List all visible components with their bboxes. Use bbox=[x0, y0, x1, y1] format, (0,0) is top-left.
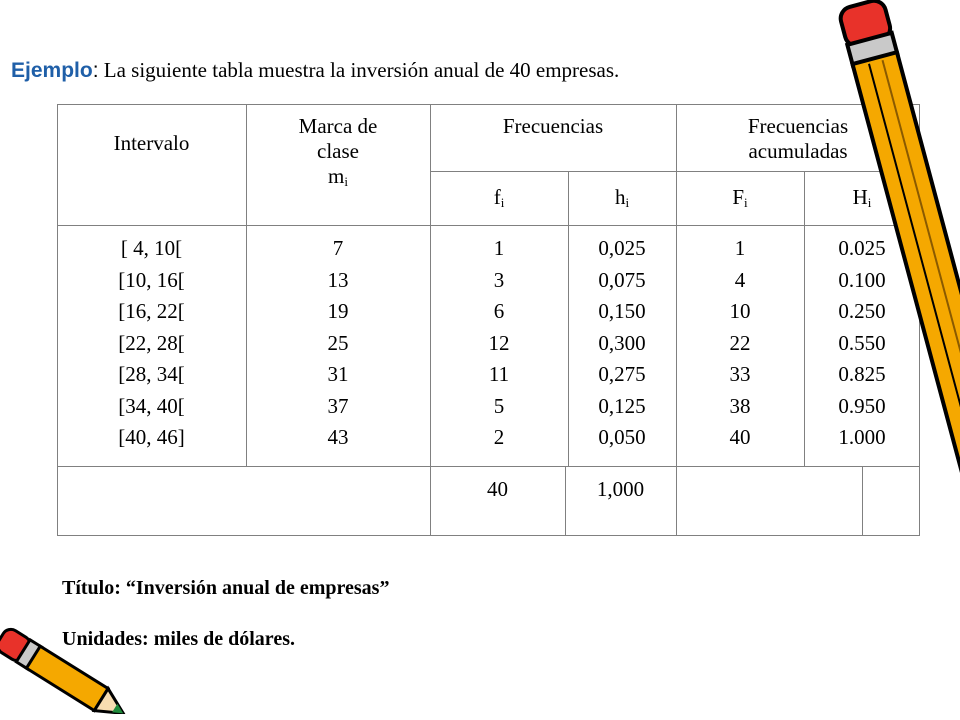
table-cell-Fi: 4 bbox=[734, 267, 746, 292]
table-cell-hi: 0,300 bbox=[598, 330, 646, 355]
table-cell-Fi: 33 bbox=[729, 362, 751, 386]
table-cell-fi: 2 bbox=[493, 425, 505, 449]
small-pencil-icon bbox=[0, 627, 127, 714]
total-fi: 40 bbox=[487, 477, 508, 501]
table-cell-intervalo: [10, 16[ bbox=[118, 267, 185, 292]
header-marca: Marca de clase mi bbox=[246, 114, 430, 194]
column-fi: 1 3 6 12 11 5 2 bbox=[430, 233, 568, 454]
table-cell-marca: 25 bbox=[327, 330, 349, 355]
table-cell-Hi: 1.000 bbox=[838, 425, 886, 449]
column-intervalo: [ 4, 10[ [10, 16[ [16, 22[ [22, 28[ [28, 34[… bbox=[57, 233, 246, 454]
column-Hi: 0.025 0.100 0.250 0.550 0.825 0.950 1.000 bbox=[804, 233, 920, 454]
column-hi: 0,025 0,075 0,150 0,300 0,275 0,125 0,050 bbox=[568, 233, 676, 454]
column-Fi: 1 4 10 22 33 38 40 bbox=[676, 233, 804, 454]
table-cell-marca: 7 bbox=[332, 236, 344, 260]
table-cell-Fi: 40 bbox=[729, 425, 751, 449]
table-cell-intervalo: [34, 40[ bbox=[118, 393, 185, 418]
header-marca-line2: clase bbox=[317, 139, 359, 163]
table-cell-intervalo: [40, 46] bbox=[118, 425, 185, 449]
table-cell-hi: 0,275 bbox=[598, 362, 646, 386]
table-cell-marca: 19 bbox=[327, 299, 349, 323]
table-cell-Fi: 10 bbox=[729, 299, 751, 323]
example-heading: Ejemplo: La siguiente tabla muestra la i… bbox=[11, 58, 619, 83]
chart-title-note: Título: “Inversión anual de empresas” bbox=[62, 577, 390, 599]
table-cell-Hi: 0.825 bbox=[838, 362, 886, 386]
table-cell-hi: 0,125 bbox=[598, 393, 646, 418]
table-cell-Fi: 22 bbox=[729, 330, 751, 355]
header-marca-symbol: mi bbox=[328, 164, 348, 189]
header-Fi: Fi bbox=[732, 185, 748, 210]
table-cell-Hi: 0.250 bbox=[838, 299, 886, 323]
table-cell-Fi: 38 bbox=[729, 393, 751, 418]
header-acumuladas-line2: acumuladas bbox=[748, 139, 848, 163]
table-cell-fi: 12 bbox=[488, 330, 510, 355]
units-note: Unidades: miles de dólares. bbox=[62, 628, 295, 650]
table-cell-intervalo: [28, 34[ bbox=[118, 362, 185, 386]
pencil-icon bbox=[838, 0, 960, 521]
table-cell-fi: 6 bbox=[493, 299, 505, 323]
example-colon: : bbox=[92, 59, 99, 82]
table-cell-hi: 0,025 bbox=[598, 236, 646, 260]
table-cell-intervalo: [16, 22[ bbox=[118, 299, 185, 323]
total-hi: 1,000 bbox=[596, 477, 645, 501]
table-cell-fi: 11 bbox=[488, 362, 510, 386]
table-cell-fi: 1 bbox=[493, 236, 505, 260]
header-acumuladas: Frecuencias acumuladas bbox=[676, 114, 920, 164]
header-intervalo: Intervalo bbox=[113, 131, 190, 155]
example-label: Ejemplo bbox=[11, 59, 93, 82]
header-hi: hi bbox=[614, 185, 630, 210]
table-cell-Hi: 0.025 bbox=[838, 236, 886, 260]
table-cell-fi: 3 bbox=[493, 267, 505, 292]
table-cell-fi: 5 bbox=[493, 393, 505, 418]
table-cell-intervalo: [22, 28[ bbox=[118, 330, 185, 355]
table-cell-Hi: 0.550 bbox=[838, 330, 886, 355]
table-cell-marca: 31 bbox=[327, 362, 349, 386]
table-cell-marca: 13 bbox=[327, 267, 349, 292]
header-acumuladas-line1: Frecuencias bbox=[747, 114, 849, 138]
header-Hi: Hi bbox=[852, 185, 872, 210]
table-cell-marca: 37 bbox=[327, 393, 349, 418]
table-cell-Hi: 0.100 bbox=[838, 267, 886, 292]
table-cell-marca: 43 bbox=[327, 425, 349, 449]
table-cell-hi: 0,050 bbox=[598, 425, 646, 449]
header-marca-line1: Marca de bbox=[298, 114, 378, 138]
table-cell-Fi: 1 bbox=[734, 236, 746, 260]
table-cell-hi: 0,150 bbox=[598, 299, 646, 323]
column-marca: 7 13 19 25 31 37 43 bbox=[246, 233, 430, 454]
table-cell-intervalo: [ 4, 10[ bbox=[120, 236, 183, 260]
example-text: La siguiente tabla muestra la inversión … bbox=[98, 58, 620, 82]
table-cell-hi: 0,075 bbox=[598, 267, 646, 292]
table-cell-Hi: 0.950 bbox=[838, 393, 886, 418]
header-frecuencias: Frecuencias bbox=[502, 114, 604, 138]
header-fi: fi bbox=[493, 185, 505, 210]
